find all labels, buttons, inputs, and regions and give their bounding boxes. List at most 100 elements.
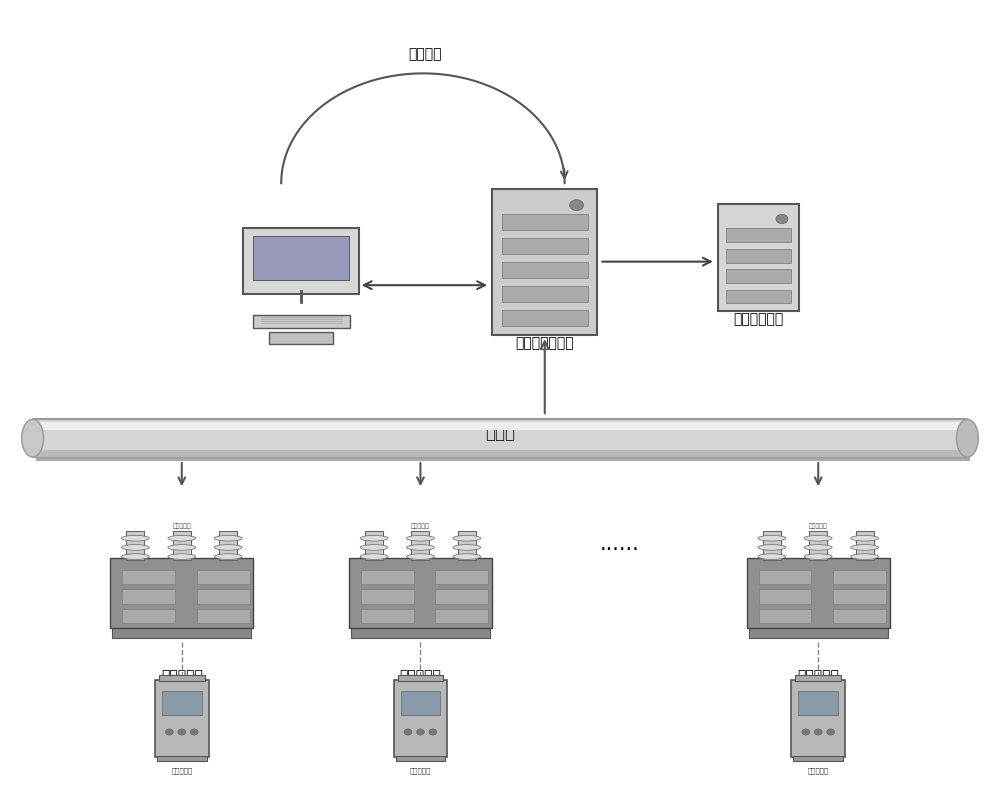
Text: 直接访问: 直接访问	[409, 47, 442, 62]
FancyBboxPatch shape	[458, 531, 476, 559]
FancyBboxPatch shape	[122, 570, 175, 584]
Circle shape	[190, 729, 198, 735]
FancyBboxPatch shape	[502, 214, 588, 230]
FancyBboxPatch shape	[157, 756, 207, 761]
Ellipse shape	[168, 544, 196, 550]
FancyBboxPatch shape	[502, 286, 588, 302]
FancyBboxPatch shape	[401, 691, 440, 715]
Ellipse shape	[453, 544, 481, 550]
Ellipse shape	[214, 536, 242, 541]
FancyBboxPatch shape	[155, 679, 209, 758]
Circle shape	[814, 729, 822, 735]
Ellipse shape	[214, 554, 242, 559]
FancyBboxPatch shape	[351, 626, 490, 638]
Ellipse shape	[407, 554, 434, 559]
Text: 冷却控制筱: 冷却控制筱	[171, 767, 192, 773]
FancyBboxPatch shape	[173, 531, 191, 559]
FancyBboxPatch shape	[411, 531, 429, 559]
Ellipse shape	[22, 419, 44, 457]
Circle shape	[570, 200, 584, 211]
Ellipse shape	[360, 536, 388, 541]
FancyBboxPatch shape	[833, 608, 886, 623]
FancyBboxPatch shape	[435, 570, 488, 584]
FancyBboxPatch shape	[749, 626, 888, 638]
FancyBboxPatch shape	[502, 262, 588, 278]
Text: 变压器本体: 变压器本体	[161, 670, 203, 683]
FancyBboxPatch shape	[492, 189, 597, 335]
Circle shape	[776, 214, 788, 224]
Ellipse shape	[121, 554, 149, 559]
FancyBboxPatch shape	[726, 269, 791, 283]
Text: ......: ......	[599, 534, 639, 554]
Circle shape	[802, 729, 810, 735]
Ellipse shape	[407, 544, 434, 550]
Ellipse shape	[121, 536, 149, 541]
Ellipse shape	[453, 536, 481, 541]
FancyBboxPatch shape	[759, 608, 811, 623]
FancyBboxPatch shape	[502, 310, 588, 326]
FancyBboxPatch shape	[365, 531, 383, 559]
FancyBboxPatch shape	[718, 205, 799, 311]
Circle shape	[404, 729, 412, 735]
FancyBboxPatch shape	[243, 228, 359, 294]
Text: 变压器本体: 变压器本体	[797, 670, 839, 683]
FancyBboxPatch shape	[809, 531, 827, 559]
FancyBboxPatch shape	[833, 570, 886, 584]
FancyBboxPatch shape	[33, 419, 967, 457]
Ellipse shape	[168, 554, 196, 559]
Ellipse shape	[758, 536, 786, 541]
Text: 变压器本体: 变压器本体	[411, 524, 430, 529]
FancyBboxPatch shape	[361, 608, 414, 623]
FancyBboxPatch shape	[759, 589, 811, 604]
FancyBboxPatch shape	[197, 570, 250, 584]
FancyBboxPatch shape	[112, 626, 251, 638]
Ellipse shape	[121, 544, 149, 550]
Text: 冷却控制筱: 冷却控制筱	[808, 767, 829, 773]
Ellipse shape	[758, 544, 786, 550]
FancyBboxPatch shape	[798, 691, 838, 715]
Ellipse shape	[453, 554, 481, 559]
Ellipse shape	[851, 554, 879, 559]
FancyBboxPatch shape	[856, 531, 874, 559]
FancyBboxPatch shape	[33, 422, 967, 430]
FancyBboxPatch shape	[349, 558, 492, 627]
Ellipse shape	[851, 536, 879, 541]
FancyBboxPatch shape	[791, 679, 845, 758]
FancyBboxPatch shape	[197, 589, 250, 604]
FancyBboxPatch shape	[122, 608, 175, 623]
FancyBboxPatch shape	[159, 675, 205, 681]
Ellipse shape	[168, 536, 196, 541]
FancyBboxPatch shape	[795, 675, 841, 681]
Ellipse shape	[360, 544, 388, 550]
FancyBboxPatch shape	[396, 756, 445, 761]
Text: 调度中心服务器: 调度中心服务器	[515, 337, 574, 350]
Ellipse shape	[851, 544, 879, 550]
FancyBboxPatch shape	[747, 558, 890, 627]
FancyBboxPatch shape	[197, 608, 250, 623]
FancyBboxPatch shape	[726, 228, 791, 243]
FancyBboxPatch shape	[269, 333, 333, 344]
Ellipse shape	[214, 544, 242, 550]
Text: 变压器本体: 变压器本体	[400, 670, 441, 683]
Circle shape	[165, 729, 173, 735]
Text: 冷却控制筱: 冷却控制筱	[410, 767, 431, 773]
Circle shape	[429, 729, 437, 735]
Ellipse shape	[956, 419, 978, 457]
FancyBboxPatch shape	[253, 235, 349, 280]
FancyBboxPatch shape	[726, 290, 791, 303]
FancyBboxPatch shape	[726, 249, 791, 262]
Ellipse shape	[360, 554, 388, 559]
Ellipse shape	[804, 536, 832, 541]
Ellipse shape	[804, 554, 832, 559]
FancyBboxPatch shape	[763, 531, 781, 559]
FancyBboxPatch shape	[219, 531, 237, 559]
FancyBboxPatch shape	[394, 679, 447, 758]
Text: 变压器本体: 变压器本体	[809, 524, 828, 529]
FancyBboxPatch shape	[162, 691, 202, 715]
FancyBboxPatch shape	[793, 756, 843, 761]
Circle shape	[416, 729, 424, 735]
FancyBboxPatch shape	[759, 570, 811, 584]
FancyBboxPatch shape	[122, 589, 175, 604]
FancyBboxPatch shape	[435, 589, 488, 604]
Ellipse shape	[804, 544, 832, 550]
